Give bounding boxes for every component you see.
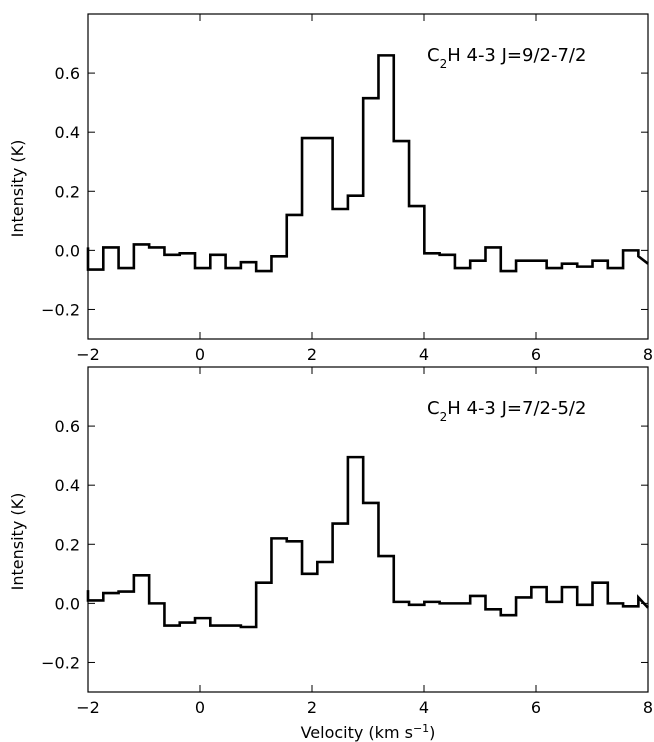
panel-top: −2 0 2 4 6 8 −0.2 0.0 0.2 0.4 0.6 C2H 4-3 J=9/2-7/… bbox=[8, 13, 653, 364]
panel-bottom: −2 0 2 4 6 8 −0.2 0.0 0.2 0.4 0.6 C2H 4-3 J=7/2-5/… bbox=[8, 366, 653, 742]
y-tick-label-bottom-2: 0.2 bbox=[55, 535, 80, 554]
x-axis-label: Velocity (km s−1) bbox=[301, 722, 436, 742]
y-tick-label-top-3: 0.4 bbox=[55, 123, 80, 142]
x-tick-label-top-4: 6 bbox=[531, 345, 541, 364]
y-tick-label-top-1: 0.0 bbox=[55, 241, 80, 260]
x-tick-label-bottom-5: 8 bbox=[643, 698, 653, 717]
y-tick-label-bottom-3: 0.4 bbox=[55, 476, 80, 495]
plot-area-bottom bbox=[87, 366, 649, 693]
x-tick-label-top-2: 2 bbox=[307, 345, 317, 364]
x-tick-label-top-1: 0 bbox=[195, 345, 205, 364]
x-tick-label-bottom-1: 0 bbox=[195, 698, 205, 717]
x-tick-label-bottom-3: 4 bbox=[419, 698, 429, 717]
x-tick-label-bottom-0: −2 bbox=[76, 698, 100, 717]
y-tick-label-top-4: 0.6 bbox=[55, 64, 80, 83]
transition-label-top: C2H 4-3 J=9/2-7/2 bbox=[427, 45, 586, 71]
plot-area-top bbox=[87, 13, 649, 340]
x-tick-label-top-0: −2 bbox=[76, 345, 100, 364]
y-tick-label-bottom-4: 0.6 bbox=[55, 417, 80, 436]
x-tick-label-top-3: 4 bbox=[419, 345, 429, 364]
y-tick-label-bottom-1: 0.0 bbox=[55, 594, 80, 613]
y-tick-label-bottom-0: −0.2 bbox=[41, 653, 80, 672]
y-tick-label-top-2: 0.2 bbox=[55, 182, 80, 201]
transition-label-bottom: C2H 4-3 J=7/2-5/2 bbox=[427, 398, 586, 424]
x-tick-label-bottom-2: 2 bbox=[307, 698, 317, 717]
x-tick-label-bottom-4: 6 bbox=[531, 698, 541, 717]
y-axis-label-bottom: Intensity (K) bbox=[8, 493, 27, 591]
y-axis-label-top: Intensity (K) bbox=[8, 140, 27, 238]
x-tick-label-top-5: 8 bbox=[643, 345, 653, 364]
spectrum-line-top bbox=[86, 54, 649, 273]
y-tick-label-top-0: −0.2 bbox=[41, 300, 80, 319]
spectrum-line-bottom bbox=[86, 455, 649, 629]
